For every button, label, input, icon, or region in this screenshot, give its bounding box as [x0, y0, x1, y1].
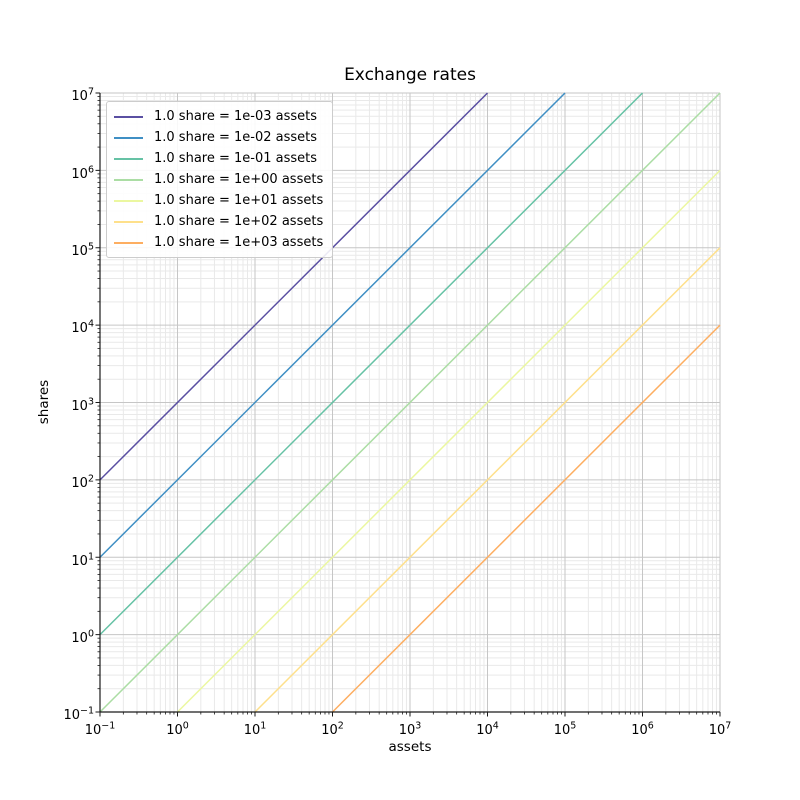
y-tick-label: 105: [71, 241, 94, 260]
series-line: [176, 169, 721, 713]
y-tick-label: 101: [71, 551, 94, 569]
series-line: [99, 92, 644, 636]
legend-item: 1.0 share = 1e-02 assets: [114, 127, 323, 148]
legend-line-swatch: [114, 220, 143, 223]
legend-item-label: 1.0 share = 1e+02 assets: [154, 214, 324, 229]
y-tick-label: 107: [71, 87, 94, 105]
legend-item: 1.0 share = 1e+01 assets: [114, 190, 323, 211]
legend-line-swatch: [114, 199, 143, 202]
y-tick-label: 103: [71, 396, 94, 414]
y-tick-label: 102: [71, 473, 94, 492]
legend-item: 1.0 share = 1e+03 assets: [114, 232, 323, 253]
legend-item: 1.0 share = 1e+02 assets: [114, 211, 323, 232]
x-tick-label: 105: [553, 721, 577, 739]
x-tick-label: 106: [631, 721, 654, 739]
legend-line-swatch: [114, 178, 143, 181]
series-line: [331, 324, 721, 713]
legend-item: 1.0 share = 1e-03 assets: [114, 106, 323, 127]
legend-line-swatch: [114, 157, 143, 160]
x-tick-label: 100: [166, 721, 189, 739]
legend-line-swatch: [114, 241, 143, 244]
x-tick-label: 101: [243, 721, 267, 739]
axes: [95, 92, 721, 717]
legend-item-label: 1.0 share = 1e+03 assets: [154, 235, 324, 250]
legend-item-label: 1.0 share = 1e+00 assets: [154, 172, 324, 187]
legend-item-label: 1.0 share = 1e-03 assets: [154, 109, 318, 124]
chart-title: Exchange rates: [344, 65, 476, 85]
y-tick-label: 100: [71, 628, 94, 646]
legend-item: 1.0 share = 1e+00 assets: [114, 169, 323, 190]
series-line: [99, 92, 566, 558]
y-tick-label: 10−1: [63, 706, 94, 724]
y-axis-label: shares: [36, 379, 52, 425]
series-line: [99, 92, 489, 481]
legend-line-swatch: [114, 115, 143, 118]
x-tick-label: 10−1: [84, 721, 116, 739]
x-tick-label: 107: [708, 721, 732, 739]
x-tick-label: 103: [398, 721, 422, 739]
x-tick-label: 102: [321, 721, 344, 739]
series-line: [99, 92, 721, 713]
x-tick-label: 104: [476, 721, 499, 739]
legend: 1.0 share = 1e-03 assets 1.0 share = 1e-0…: [106, 101, 334, 258]
legend-item-label: 1.0 share = 1e-01 assets: [154, 151, 318, 166]
legend-item: 1.0 share = 1e-01 assets: [114, 148, 323, 169]
series-line: [254, 247, 721, 713]
legend-item-label: 1.0 share = 1e-02 assets: [154, 130, 318, 145]
legend-item-label: 1.0 share = 1e+01 assets: [154, 193, 324, 208]
series-lines: [99, 92, 721, 713]
y-tick-label: 106: [71, 164, 94, 182]
legend-line-swatch: [114, 136, 143, 139]
y-tick-label: 104: [71, 319, 94, 337]
x-axis-label: assets: [388, 739, 432, 755]
